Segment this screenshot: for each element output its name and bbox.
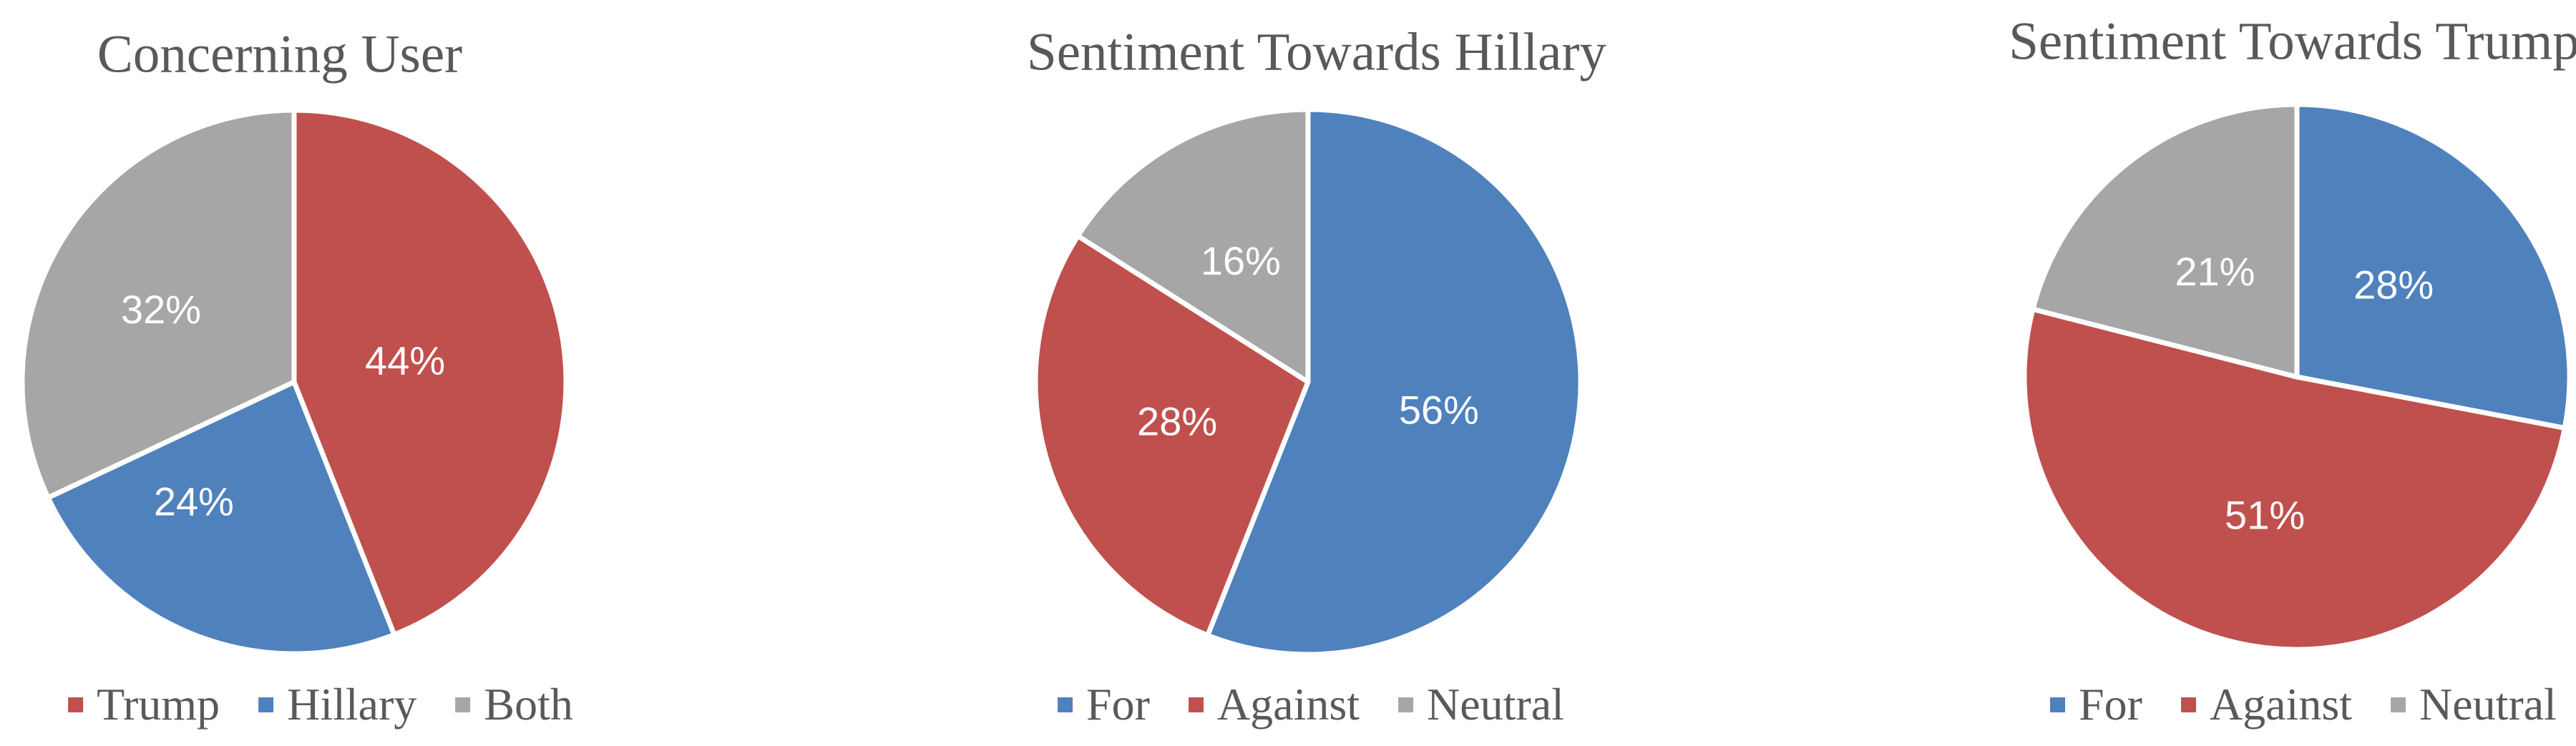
legend-label-neutral: Neutral (2419, 679, 2557, 730)
legend-label-against: Against (2209, 679, 2353, 730)
legend-item-for: For (2050, 682, 2142, 727)
legend-marker-against (2180, 697, 2196, 712)
legend-marker-trump (68, 697, 84, 712)
chart-title-sentiment-trump: Sentiment Towards Trump (2009, 11, 2576, 72)
legend-label-trump: Trump (97, 679, 220, 730)
pie-slice-for (1205, 107, 1584, 657)
legend-item-neutral: Neutral (1398, 682, 1564, 727)
legend-concerning-user: Trump Hillary Both (68, 682, 573, 727)
legend-label-neutral: Neutral (1427, 679, 1564, 730)
legend-label-both: Both (484, 679, 573, 730)
legend-label-hillary: Hillary (287, 679, 417, 730)
pie-slice-label-trump: 44% (365, 338, 445, 383)
pie-slice-label-neutral: 16% (1201, 238, 1281, 283)
pie-slice-against (1033, 233, 1311, 638)
chart-title-sentiment-hillary: Sentiment Towards Hillary (1027, 22, 1606, 82)
pie-slice-for (2294, 102, 2572, 431)
pie-slice-hillary (45, 379, 397, 657)
legend-item-against: Against (2180, 679, 2353, 730)
pie-sentiment-towards-trump: 28% 51% 21% (2021, 102, 2572, 652)
legend-item-against: Against (1188, 679, 1360, 730)
pie-slice-trump (291, 107, 569, 637)
pie-slice-label-against: 51% (2225, 492, 2305, 537)
pie-slice-against (2021, 306, 2567, 652)
chart-title-concerning-user: Concerning User (97, 24, 463, 84)
pie-slice-neutral (1075, 107, 1311, 385)
legend-label-for: For (1086, 679, 1150, 730)
legend-marker-neutral (2391, 697, 2406, 712)
legend-item-for: For (1058, 682, 1150, 727)
legend-item-neutral: Neutral (2391, 682, 2557, 727)
legend-marker-for (2050, 697, 2066, 712)
pie-slice-label-both: 32% (121, 287, 201, 332)
legend-marker-hillary (258, 697, 274, 712)
pie-slice-label-for: 56% (1399, 388, 1479, 433)
pie-sentiment-towards-hillary: 56% 28% 16% (1033, 107, 1584, 657)
legend-item-both: Both (455, 679, 573, 730)
legend-marker-both (455, 697, 471, 712)
pie-concerning-user: 44% 24% 32% (19, 107, 569, 657)
legend-sentiment-hillary: For Against Neutral (1058, 682, 1564, 727)
legend-item-hillary: Hillary (258, 682, 416, 727)
pie-slice-label-neutral: 21% (2175, 249, 2255, 294)
legend-label-against: Against (1216, 679, 1360, 730)
legend-marker-for (1058, 697, 1073, 712)
legend-sentiment-trump: For Against Neutral (2050, 682, 2557, 727)
pie-slice-label-hillary: 24% (154, 479, 234, 524)
legend-marker-neutral (1398, 697, 1414, 712)
legend-label-for: For (2079, 679, 2142, 730)
pie-slice-label-against: 28% (1137, 399, 1217, 444)
pie-slice-label-for: 28% (2353, 262, 2434, 307)
legend-item-trump: Trump (68, 682, 220, 727)
pie-slice-neutral (2030, 102, 2300, 380)
pie-slice-both (19, 107, 297, 501)
legend-marker-against (1188, 697, 1204, 712)
